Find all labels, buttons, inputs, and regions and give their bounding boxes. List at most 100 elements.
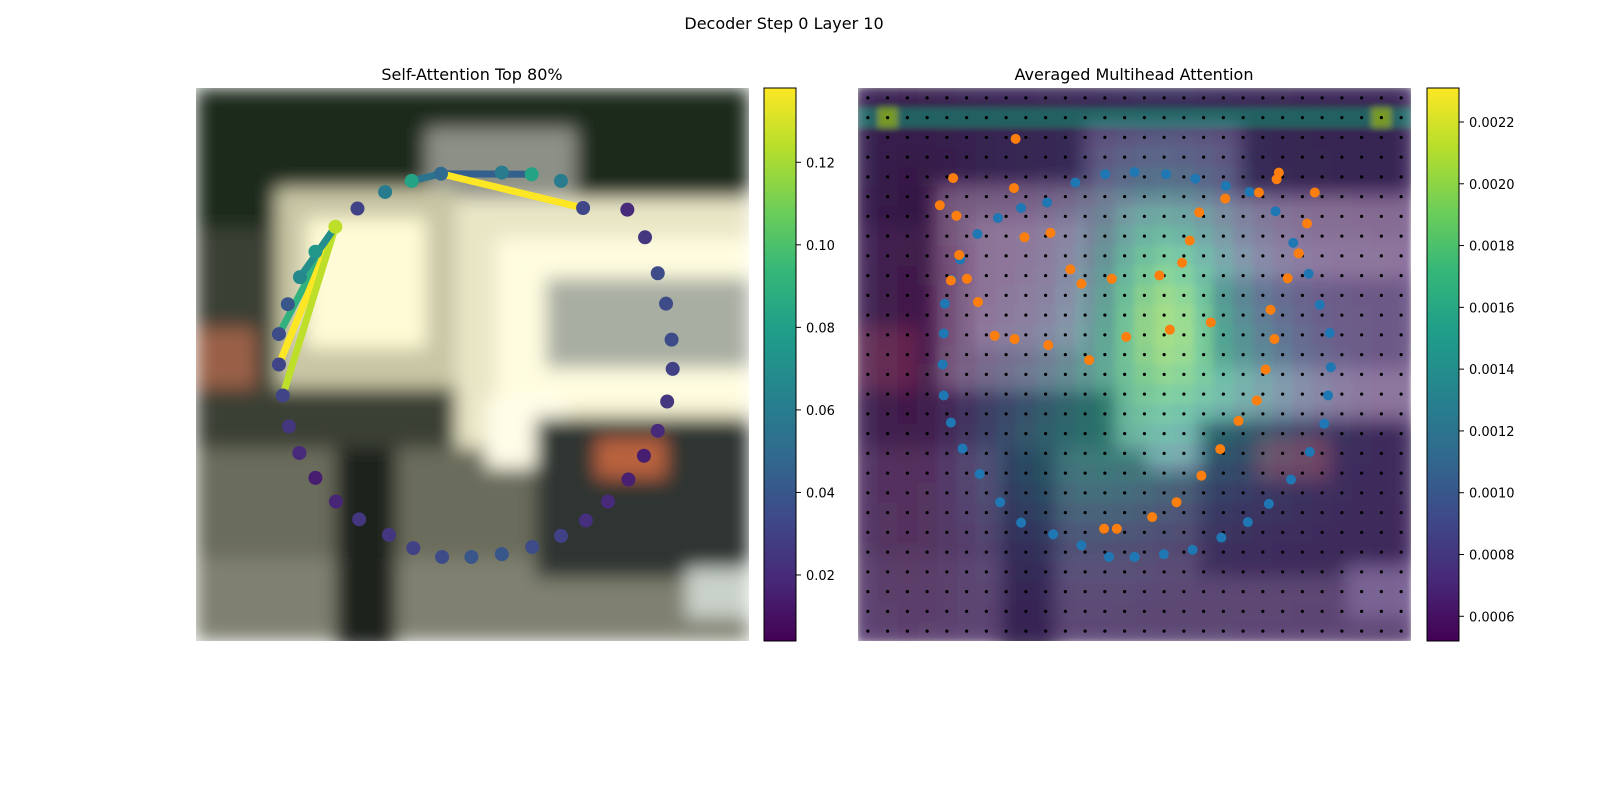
grid-dot <box>905 155 909 159</box>
grid-dot <box>1399 333 1403 337</box>
grid-dot <box>1063 333 1067 337</box>
grid-dot <box>1360 234 1364 238</box>
grid-dot <box>1261 274 1265 278</box>
grid-dot <box>1300 412 1304 416</box>
grid-dot <box>1320 135 1324 139</box>
grid-dot <box>1004 372 1008 376</box>
grid-dot <box>886 214 890 218</box>
grid-dot <box>925 471 929 475</box>
grid-dot <box>1340 372 1344 376</box>
grid-dot <box>1320 392 1324 396</box>
polygon-point <box>328 494 343 509</box>
grid-dot <box>1024 254 1028 258</box>
grid-dot <box>1004 412 1008 416</box>
grid-dot <box>1261 530 1265 534</box>
self-attention-colorbar: 0.02 0.04 0.06 0.08 0.10 0.12 <box>763 87 835 642</box>
blue-point <box>1270 206 1281 217</box>
grid-dot <box>886 392 890 396</box>
blue-point <box>1161 169 1172 180</box>
grid-dot <box>984 590 988 594</box>
grid-dot <box>1162 254 1166 258</box>
grid-dot <box>1083 313 1087 317</box>
grid-dot <box>1083 274 1087 278</box>
grid-dot <box>965 629 969 633</box>
grid-dot <box>1320 313 1324 317</box>
grid-dot <box>1241 530 1245 534</box>
grid-dot <box>886 234 890 238</box>
grid-dot <box>925 609 929 613</box>
grid-dot <box>1320 511 1324 515</box>
grid-dot <box>1241 511 1245 515</box>
grid-dot <box>1044 313 1048 317</box>
grid-dot <box>1300 155 1304 159</box>
grid-dot <box>1281 550 1285 554</box>
grid-dot <box>1379 432 1383 436</box>
grid-dot <box>1182 155 1186 159</box>
multihead-attention-title: Averaged Multihead Attention <box>1015 65 1254 84</box>
grid-dot <box>1142 491 1146 495</box>
grid-dot <box>965 254 969 258</box>
grid-dot <box>866 609 870 613</box>
grid-dot <box>886 530 890 534</box>
grid-dot <box>1399 116 1403 120</box>
polygon-point <box>660 394 675 409</box>
blue-point <box>1016 517 1027 528</box>
polygon-point <box>553 173 568 188</box>
grid-dot <box>1379 609 1383 613</box>
polygon-point <box>271 327 286 342</box>
grid-dot <box>984 274 988 278</box>
grid-dot <box>1103 412 1107 416</box>
grid-dot <box>1142 155 1146 159</box>
grid-dot <box>1083 116 1087 120</box>
grid-dot <box>1261 432 1265 436</box>
grid-dot <box>1300 175 1304 179</box>
grid-dot <box>1221 550 1225 554</box>
blue-point <box>1158 549 1169 560</box>
grid-dot <box>866 432 870 436</box>
multihead-colorbar: 0.0006 0.0008 0.0010 0.0012 0.0014 0.0016 0.00… <box>1426 87 1515 642</box>
orange-point <box>1269 334 1280 345</box>
grid-dot <box>1379 96 1383 100</box>
grid-dot <box>1281 530 1285 534</box>
grid-dot <box>1340 392 1344 396</box>
grid-dot <box>1340 609 1344 613</box>
grid-dot <box>1241 175 1245 179</box>
grid-dot <box>925 412 929 416</box>
grid-dot <box>1123 313 1127 317</box>
orange-point <box>1154 270 1165 281</box>
grid-dot <box>1379 471 1383 475</box>
grid-dot <box>905 471 909 475</box>
grid-dot <box>1123 175 1127 179</box>
grid-dot <box>1083 392 1087 396</box>
grid-dot <box>1221 135 1225 139</box>
grid-dot <box>1103 590 1107 594</box>
grid-dot <box>965 195 969 199</box>
grid-dot <box>866 214 870 218</box>
grid-dot <box>1261 471 1265 475</box>
grid-dot <box>1399 353 1403 357</box>
blue-point <box>1303 268 1314 279</box>
grid-dot <box>905 491 909 495</box>
grid-dot <box>866 530 870 534</box>
grid-dot <box>1103 372 1107 376</box>
grid-dot <box>1063 412 1067 416</box>
grid-dot <box>945 590 949 594</box>
polygon-point <box>650 423 665 438</box>
grid-dot <box>1379 550 1383 554</box>
blue-point <box>1288 237 1299 248</box>
colorbar-tick-label: 0.04 <box>806 486 835 501</box>
grid-dot <box>1241 392 1245 396</box>
grid-dot <box>886 313 890 317</box>
grid-dot <box>1162 372 1166 376</box>
grid-dot <box>1103 353 1107 357</box>
grid-dot <box>984 392 988 396</box>
grid-dot <box>866 412 870 416</box>
grid-dot <box>1300 432 1304 436</box>
orange-point <box>1106 273 1117 284</box>
grid-dot <box>945 629 949 633</box>
grid-dot <box>945 313 949 317</box>
grid-dot <box>1083 412 1087 416</box>
grid-dot <box>1182 135 1186 139</box>
grid-dot <box>905 116 909 120</box>
grid-dot <box>1300 451 1304 455</box>
